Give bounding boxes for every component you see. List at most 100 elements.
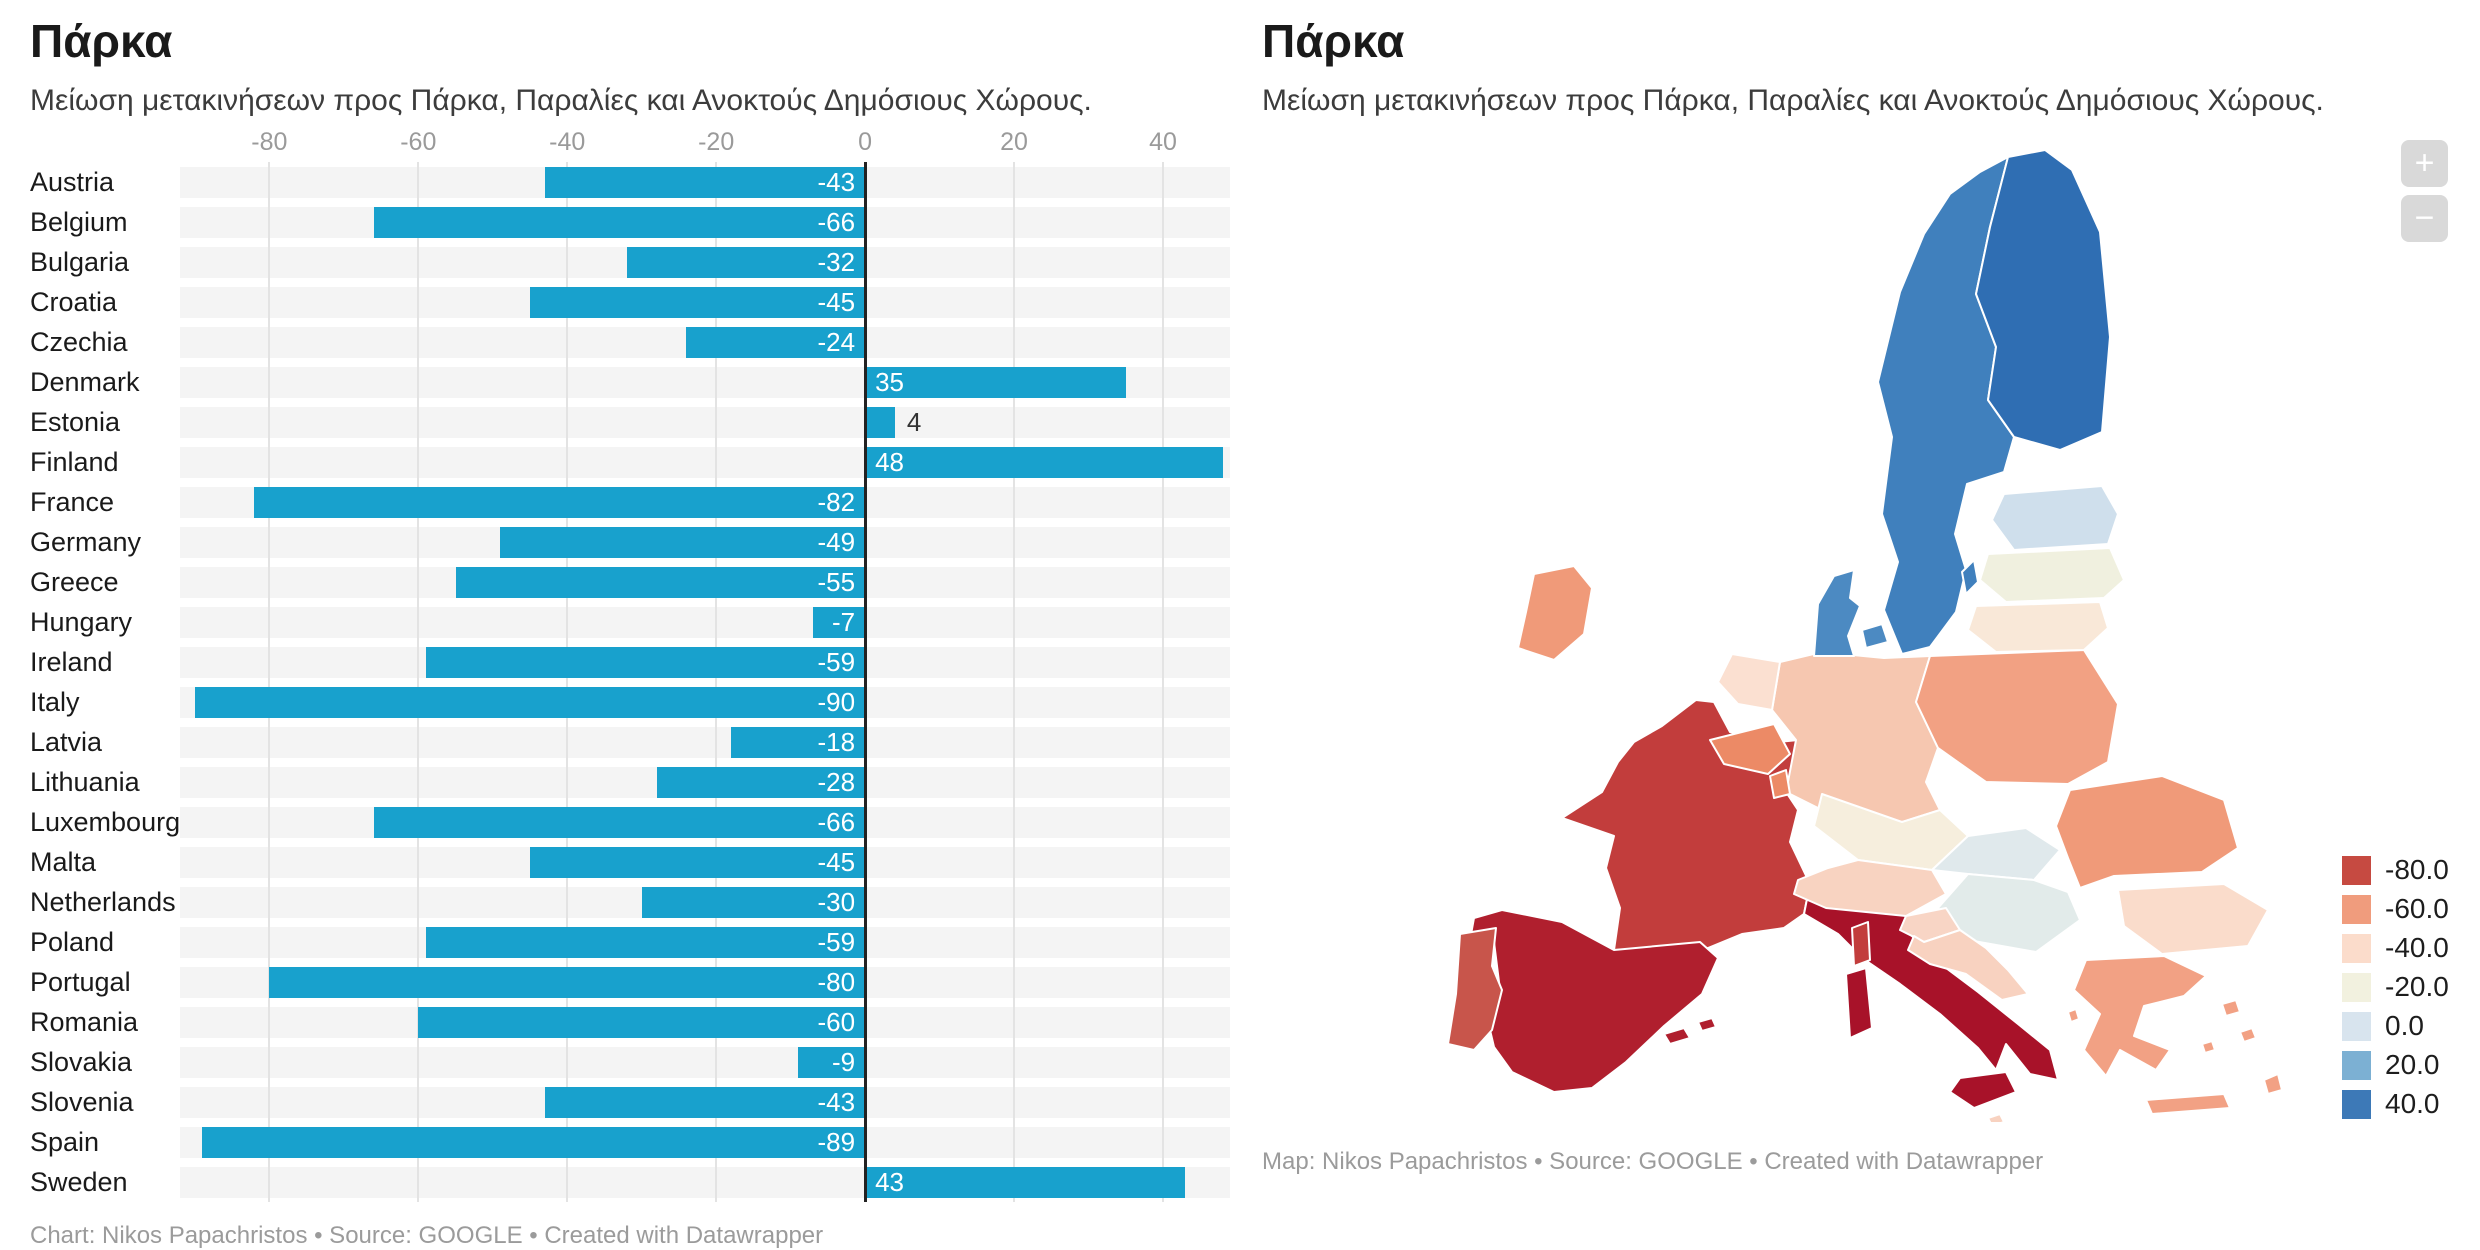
bar-value-label: -59 xyxy=(817,646,856,677)
map-country-portugal[interactable] xyxy=(1447,927,1503,1051)
bar[interactable]: -45 xyxy=(530,286,866,318)
map-island-aegean-2[interactable] xyxy=(2239,1027,2257,1043)
bar-value-label: 4 xyxy=(906,406,922,437)
map-island-rhodes[interactable] xyxy=(2263,1073,2283,1095)
map-island-balearic-east[interactable] xyxy=(1697,1017,1717,1032)
map-islands-balearics[interactable] xyxy=(1663,1027,1691,1045)
bar[interactable]: -60 xyxy=(418,1006,866,1038)
bar[interactable]: -43 xyxy=(544,166,866,198)
bar[interactable]: -30 xyxy=(641,886,866,918)
country-label: Slovenia xyxy=(30,1086,134,1117)
bar[interactable]: -66 xyxy=(373,806,866,838)
bar-row: Greece -55 xyxy=(30,562,1230,602)
bar[interactable]: -9 xyxy=(798,1046,866,1078)
map-country-finland[interactable] xyxy=(1975,149,2111,451)
map-island-corsica[interactable] xyxy=(1851,921,1871,967)
map-island-gotland[interactable] xyxy=(1961,559,1979,595)
axis-tick-label: 0 xyxy=(858,128,873,156)
map-legend: -80.0 -60.0 -40.0 -20.0 0.0 20.0 40.0 xyxy=(2342,854,2449,1127)
bar[interactable]: -7 xyxy=(812,606,866,638)
map-country-ireland[interactable] xyxy=(1517,565,1593,661)
bar-value-label: -66 xyxy=(817,806,856,837)
legend-item: 20.0 xyxy=(2342,1049,2449,1081)
bar[interactable]: -24 xyxy=(686,326,866,358)
bar[interactable]: 35 xyxy=(865,366,1126,398)
map-country-austria[interactable] xyxy=(1793,859,1947,917)
row-strip: 35 xyxy=(180,366,1230,398)
map-island-crete[interactable] xyxy=(2145,1093,2231,1115)
map-country-romania[interactable] xyxy=(2055,775,2239,889)
map-country-lithuania[interactable] xyxy=(1967,601,2109,653)
bar[interactable]: -32 xyxy=(626,246,866,278)
map-country-latvia[interactable] xyxy=(1979,547,2125,603)
bar-row: Romania -60 xyxy=(30,1002,1230,1042)
country-label: Latvia xyxy=(30,726,103,757)
map-country-denmark-islands[interactable] xyxy=(1861,623,1889,649)
map-country-greece[interactable] xyxy=(2073,955,2207,1077)
map-island-aegean-1[interactable] xyxy=(2221,999,2241,1017)
map-island-sicily[interactable] xyxy=(1949,1071,2017,1109)
map-country-germany[interactable] xyxy=(1771,651,1941,823)
bar[interactable]: -82 xyxy=(254,486,866,518)
bar-value-label: -82 xyxy=(817,486,856,517)
row-strip: 48 xyxy=(180,446,1230,478)
map-country-netherlands[interactable] xyxy=(1717,653,1781,711)
map-title: Πάρκα xyxy=(1262,15,1405,67)
row-strip: -66 xyxy=(180,206,1230,238)
bar[interactable]: -90 xyxy=(194,686,866,718)
legend-label: 0.0 xyxy=(2385,1010,2424,1041)
zoom-in-button[interactable]: + xyxy=(2401,140,2448,187)
row-strip: -49 xyxy=(180,526,1230,558)
map-country-malta[interactable] xyxy=(1987,1113,2005,1122)
bar[interactable]: -43 xyxy=(544,1086,866,1118)
legend-swatch xyxy=(2342,1011,2371,1041)
bar[interactable]: -80 xyxy=(269,966,866,998)
row-strip: -28 xyxy=(180,766,1230,798)
country-label: France xyxy=(30,486,115,517)
bar-row: Slovakia -9 xyxy=(30,1042,1230,1082)
x-axis: -80 -60 -40 -20 0 20 40 xyxy=(180,128,1230,160)
bar[interactable]: -18 xyxy=(731,726,866,758)
bar[interactable]: -66 xyxy=(373,206,866,238)
map-country-bulgaria[interactable] xyxy=(2117,883,2269,955)
map-island-ionian[interactable] xyxy=(2067,1008,2080,1023)
chart-footer: Chart: Nikos Papachristos • Source: GOOG… xyxy=(30,1222,824,1249)
map-country-estonia[interactable] xyxy=(1991,485,2119,551)
country-label: Hungary xyxy=(30,606,133,637)
bar-rows: Austria -43 Belgium -66 Bulgaria -32 Croatia -4… xyxy=(30,162,1230,1202)
row-strip: -80 xyxy=(180,966,1230,998)
bar[interactable]: 48 xyxy=(865,446,1223,478)
bar-value-label: -18 xyxy=(817,726,856,757)
bar[interactable]: -49 xyxy=(500,526,866,558)
bar[interactable]: -45 xyxy=(530,846,866,878)
map-country-belgium[interactable] xyxy=(1709,723,1791,775)
row-strip: -9 xyxy=(180,1046,1230,1078)
country-label: Slovakia xyxy=(30,1046,133,1077)
country-label: Italy xyxy=(30,686,80,717)
map-country-croatia[interactable] xyxy=(1907,929,2029,1001)
map-island-sardinia[interactable] xyxy=(1845,967,1873,1039)
bar[interactable] xyxy=(865,406,895,438)
bar[interactable]: 43 xyxy=(865,1166,1186,1198)
bar[interactable]: -55 xyxy=(455,566,866,598)
bar-row: Malta -45 xyxy=(30,842,1230,882)
axis-tick-label: -20 xyxy=(698,128,735,156)
row-strip: -89 xyxy=(180,1126,1230,1158)
map-island-aegean-3[interactable] xyxy=(2201,1040,2216,1054)
row-strip: -32 xyxy=(180,246,1230,278)
map-country-luxembourg[interactable] xyxy=(1769,769,1791,799)
country-label: Romania xyxy=(30,1006,139,1037)
bar-value-label: -9 xyxy=(831,1046,856,1077)
bar[interactable]: -28 xyxy=(656,766,866,798)
legend-label: -40.0 xyxy=(2385,932,2449,963)
bar[interactable]: -59 xyxy=(425,926,866,958)
map-country-denmark[interactable] xyxy=(1813,569,1861,657)
bar[interactable]: -89 xyxy=(202,1126,866,1158)
bar-value-label: 43 xyxy=(875,1166,905,1197)
bar[interactable]: -59 xyxy=(425,646,866,678)
bar-value-label: -30 xyxy=(817,886,856,917)
map-container: + − -80.0 -60.0 -40.0 -20.0 0.0 20.0 40.0 xyxy=(1262,140,2450,1122)
zoom-out-button[interactable]: − xyxy=(2401,195,2448,242)
map-country-poland[interactable] xyxy=(1915,649,2119,785)
